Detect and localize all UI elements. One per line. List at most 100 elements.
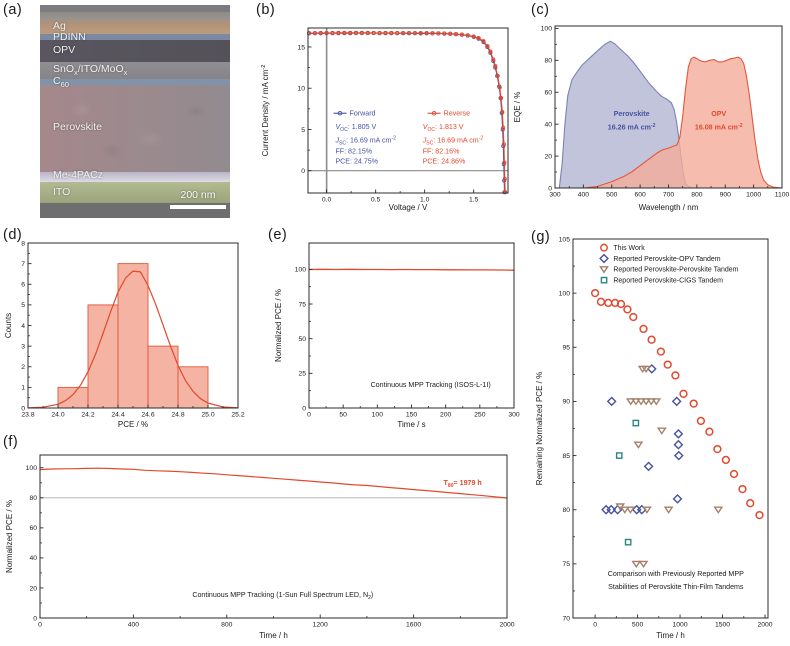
chart-pce-histogram: 23.8 24.0 24.2 24.4 24.6 24.8 25.0 25.2 0 1 2 3 4 5 6 7… xyxy=(4,240,245,429)
layer-opv-band xyxy=(40,40,230,62)
x-tick-label: 23.8 xyxy=(21,412,34,419)
y-tick-label: 80 xyxy=(544,58,552,65)
x-tick-label: 300 xyxy=(508,412,520,419)
y-axis-label: Normalized PCE / % xyxy=(5,500,14,573)
layer-label-me4pacz: Me-4PACz xyxy=(53,169,103,181)
x-tick-label: 0.5 xyxy=(371,197,381,204)
x-tick-label: 400 xyxy=(578,192,590,199)
y-tick-label: 100 xyxy=(559,290,571,297)
x-tick-label: 24.8 xyxy=(171,412,184,419)
annotation: Reverse xyxy=(444,109,470,117)
x-tick-label: 600 xyxy=(634,192,646,199)
y-tick-label: 7 xyxy=(21,261,25,268)
y-tick-label: 2 xyxy=(21,364,25,371)
y-tick-label: 0 xyxy=(302,405,306,412)
layer-label-ito: ITO xyxy=(53,186,71,198)
x-tick-label: 1200 xyxy=(313,622,328,629)
annotation: OPV xyxy=(711,110,726,118)
panel-label-a: (a) xyxy=(3,2,23,18)
panel-label-e: (e) xyxy=(268,227,288,243)
annotation: 16.08 mA cm-2 xyxy=(695,123,743,132)
y-tick-label: 100 xyxy=(541,26,553,33)
histogram-bars xyxy=(57,263,209,409)
y-tick-label: 95 xyxy=(562,345,570,352)
layer-perovskite-band xyxy=(40,85,230,172)
series-mpp xyxy=(39,467,508,499)
y-tick-label: 40 xyxy=(544,121,552,128)
y-axis-label: Current Density / mA cm-2 xyxy=(261,65,270,157)
y-tick-label: 70 xyxy=(562,615,570,622)
annotation: FF: 82.16% xyxy=(423,147,460,155)
x-tick-label: 2000 xyxy=(757,622,772,629)
annotation: Continuous MPP Tracking (ISOS-L-1I) xyxy=(371,381,491,389)
layer-label-sno: SnOx/ITO/MoOx xyxy=(53,63,128,78)
x-axis-label: Time / s xyxy=(397,420,425,429)
x-tick-label: 150 xyxy=(406,412,418,419)
hist-bar xyxy=(177,366,209,409)
y-tick-label: 1 xyxy=(21,385,25,392)
x-tick-label: 250 xyxy=(474,412,486,419)
y-tick-label: 8 xyxy=(21,240,25,247)
annotation: JSC: 16.69 mA cm-2 xyxy=(334,136,396,147)
y-tick-label: 40 xyxy=(29,555,37,562)
y-tick-label: 3 xyxy=(21,343,25,350)
layer-label-ag: Ag xyxy=(53,20,66,32)
series-reverse xyxy=(306,30,508,195)
annotation: Stabilities of Perovskite Thin-Film Tand… xyxy=(608,583,744,591)
annotation: Continuous MPP Tracking (1-Sun Full Spec… xyxy=(192,591,373,601)
chart-eqe-spectra: 300 400 500 600 700 800 900 1000 1100 0 20 40 60 80 10… xyxy=(513,25,790,212)
series-reported-perovskite-opv-tandem xyxy=(601,364,684,515)
x-tick-label: 900 xyxy=(720,192,732,199)
y-tick-label: 75 xyxy=(562,561,570,568)
layer-ag-band xyxy=(40,21,230,34)
y-tick-label: 15 xyxy=(297,44,305,51)
y-tick-label: 100 xyxy=(26,465,38,472)
series-reported-perovskite-cigs-tandem xyxy=(615,419,640,546)
series-mpp xyxy=(308,268,515,271)
y-tick-label: 75 xyxy=(298,301,306,308)
annotation: Forward xyxy=(349,109,375,117)
x-tick-label: 24.0 xyxy=(51,412,64,419)
x-tick-label: 24.4 xyxy=(111,412,124,419)
x-tick-label: 500 xyxy=(632,622,644,629)
layer-label-pdinn: PDINN xyxy=(53,31,86,43)
y-tick-label: 60 xyxy=(544,90,552,97)
x-tick-label: 800 xyxy=(691,192,703,199)
x-tick-label: 500 xyxy=(606,192,618,199)
layer-c60-band xyxy=(40,79,230,85)
hist-bar xyxy=(57,386,89,409)
layer-label-perovskite: Perovskite xyxy=(53,121,103,133)
annotation: VOC: 1.805 V xyxy=(335,123,376,133)
annotation: T80= 1979 h xyxy=(444,479,482,489)
x-tick-label: 0 xyxy=(38,622,42,629)
x-tick-label: 24.6 xyxy=(141,412,154,419)
x-tick-label: 0 xyxy=(307,412,311,419)
y-tick-label: 6 xyxy=(21,282,25,289)
x-tick-label: 300 xyxy=(549,192,561,199)
y-tick-label: 0 xyxy=(33,615,37,622)
legend-label: Reported Perovskite-Perovskite Tandem xyxy=(613,267,738,274)
y-axis-label: Counts xyxy=(4,313,13,338)
x-tick-label: 25.2 xyxy=(231,412,244,419)
y-tick-label: 0 xyxy=(548,185,552,192)
annotation: FF: 82.15% xyxy=(335,147,372,155)
y-tick-label: 60 xyxy=(29,525,37,532)
x-axis-label: Time / h xyxy=(656,631,685,640)
y-tick-label: 4 xyxy=(21,323,25,330)
y-tick-label: 5 xyxy=(301,127,305,134)
x-tick-label: 800 xyxy=(221,622,233,629)
sem-top-region xyxy=(40,5,230,12)
x-tick-label: 200 xyxy=(440,412,452,419)
series-reported-perovskite-perovskite-tandem xyxy=(615,365,724,569)
hist-bar xyxy=(87,304,119,409)
y-tick-label: 100 xyxy=(295,267,307,274)
x-tick-label: 400 xyxy=(128,622,140,629)
x-tick-label: 1000 xyxy=(746,192,761,199)
chart-mpp-tracking-short: 0 50 100 150 200 250 300 0 25 50 75 100 Time / s Norm… xyxy=(274,242,520,429)
scale-bar-label: 200 nm xyxy=(180,189,216,201)
x-tick-label: 1100 xyxy=(775,192,790,199)
y-tick-label: 80 xyxy=(562,507,570,514)
y-tick-label: 90 xyxy=(562,399,570,406)
y-axis-label: Remaining Normalized PCE / % xyxy=(535,372,544,485)
